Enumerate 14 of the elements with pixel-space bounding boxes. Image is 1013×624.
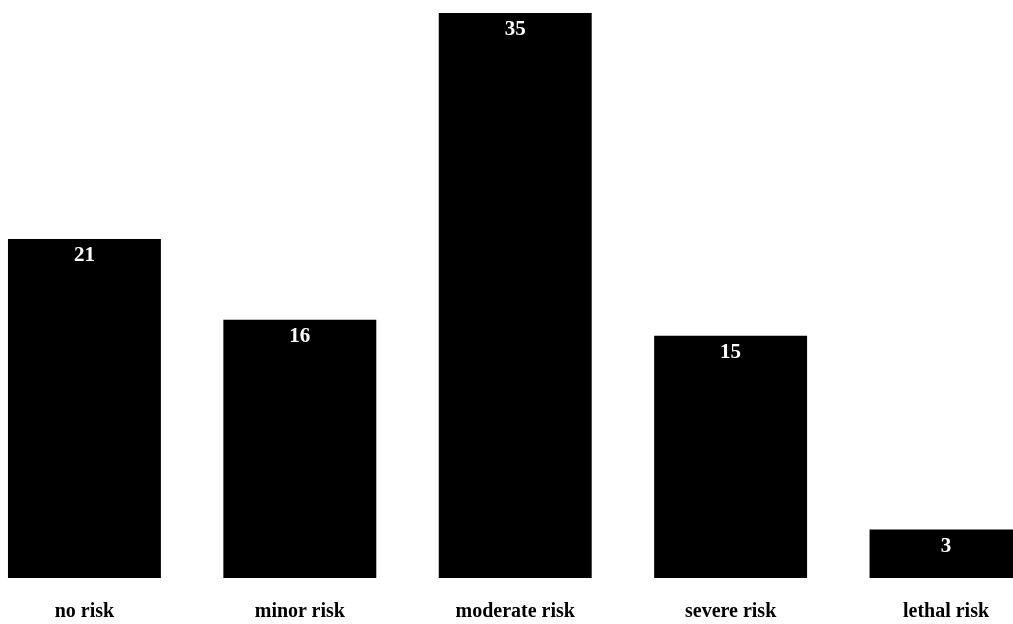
bar — [223, 319, 377, 578]
bar — [438, 13, 592, 578]
data-label: 35 — [504, 16, 526, 40]
data-label: 15 — [720, 338, 742, 363]
x-tick-label: lethal risk — [902, 599, 990, 621]
bar — [654, 335, 808, 578]
x-tick-label: moderate risk — [455, 599, 576, 621]
x-tick-label: severe risk — [684, 599, 778, 621]
data-label: 21 — [73, 242, 95, 266]
x-tick-label: minor risk — [254, 599, 346, 621]
bar — [7, 239, 161, 578]
data-label: 3 — [940, 532, 952, 557]
x-tick-label: no risk — [54, 599, 116, 621]
data-label: 16 — [289, 322, 311, 347]
